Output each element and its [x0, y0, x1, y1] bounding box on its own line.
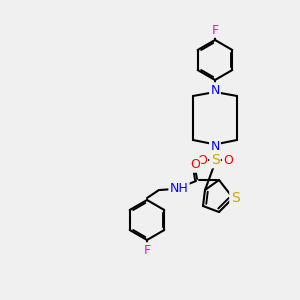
Text: O: O — [197, 154, 207, 166]
Text: S: S — [231, 191, 239, 205]
Text: F: F — [143, 244, 151, 256]
Text: F: F — [212, 23, 219, 37]
Text: NH: NH — [169, 182, 188, 194]
Text: N: N — [210, 140, 220, 152]
Text: S: S — [211, 153, 219, 167]
Text: N: N — [210, 83, 220, 97]
Text: O: O — [190, 158, 200, 172]
Text: O: O — [223, 154, 233, 166]
